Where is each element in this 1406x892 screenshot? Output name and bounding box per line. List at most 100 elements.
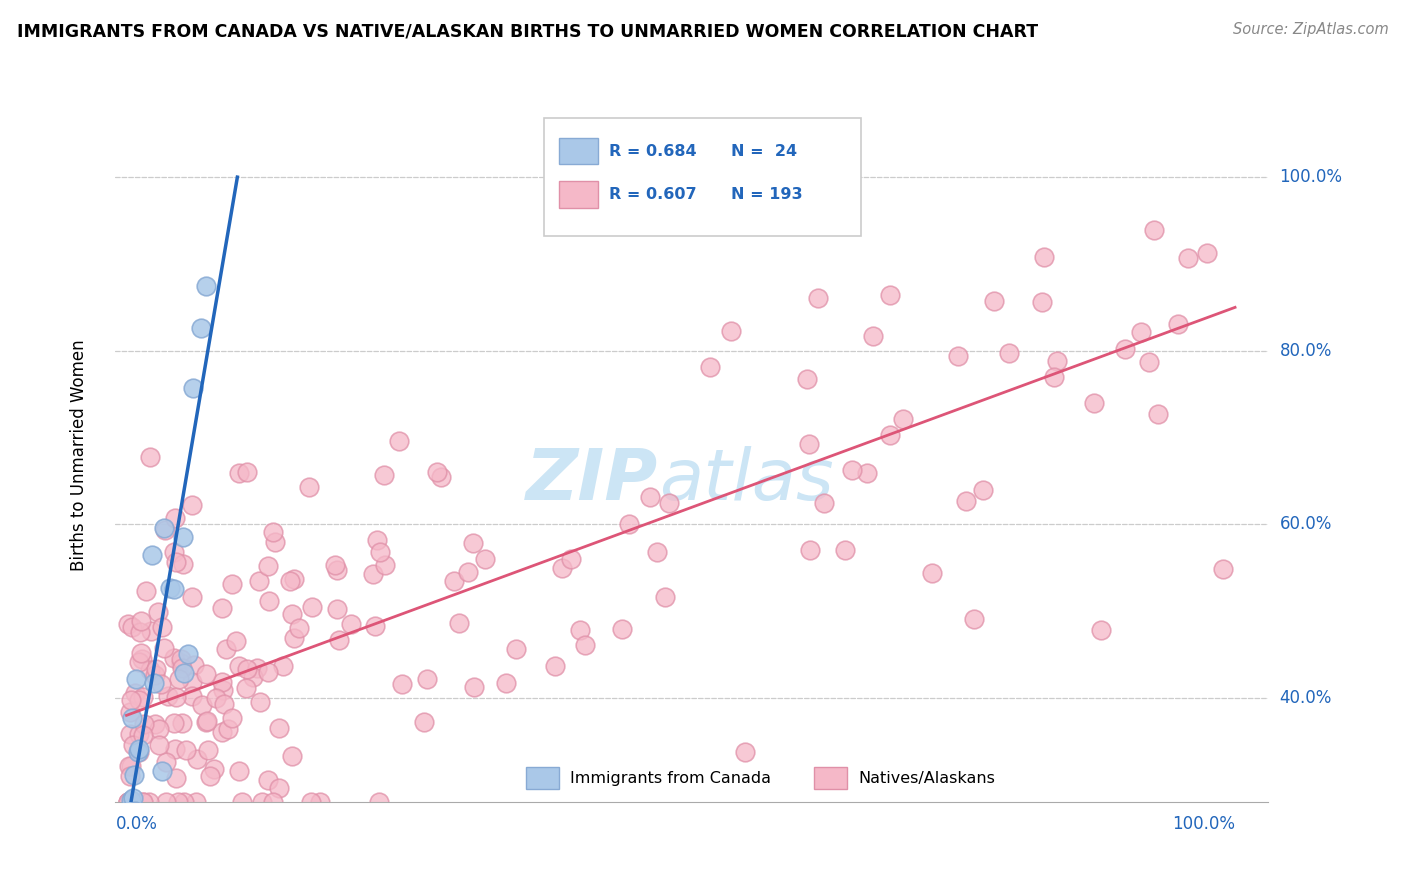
Point [131, 651, 153, 665]
Point [461, 536, 484, 550]
Point [135, 584, 157, 599]
Point [165, 555, 187, 569]
Point [181, 381, 204, 395]
Point [172, 558, 194, 572]
Point [734, 746, 756, 760]
Point [170, 656, 193, 670]
Point [128, 624, 150, 639]
Point [117, 795, 139, 809]
Point [181, 690, 204, 704]
Text: Natives/Alaskans: Natives/Alaskans [858, 771, 995, 786]
Point [186, 751, 208, 765]
Point [170, 652, 193, 666]
Point [720, 324, 742, 338]
Point [128, 727, 150, 741]
Point [879, 287, 901, 301]
Point [799, 436, 821, 450]
Point [463, 680, 485, 694]
Point [257, 558, 280, 573]
Point [283, 572, 305, 586]
Point [325, 558, 347, 573]
Point [202, 763, 225, 777]
Text: 40.0%: 40.0% [1279, 689, 1331, 707]
Text: R = 0.684: R = 0.684 [609, 144, 696, 159]
Text: atlas: atlas [658, 447, 834, 516]
Text: 80.0%: 80.0% [1279, 342, 1331, 359]
Text: 100.0%: 100.0% [1173, 815, 1234, 833]
Point [1177, 251, 1199, 265]
Point [309, 795, 332, 809]
Point [228, 658, 250, 673]
Point [170, 660, 193, 674]
Point [181, 591, 204, 605]
Point [366, 533, 388, 547]
Text: 0.0%: 0.0% [115, 815, 157, 833]
Point [262, 795, 284, 809]
Point [328, 633, 350, 648]
Point [963, 612, 986, 626]
Point [855, 466, 877, 480]
Point [246, 661, 269, 675]
Point [217, 722, 239, 736]
Point [181, 674, 204, 689]
Text: N =  24: N = 24 [731, 144, 797, 159]
Point [799, 543, 821, 558]
Point [283, 631, 305, 645]
Point [288, 621, 311, 635]
Point [1046, 354, 1069, 368]
Point [148, 738, 170, 752]
Point [139, 624, 162, 638]
Point [141, 548, 163, 562]
Point [190, 321, 212, 335]
Point [247, 574, 270, 588]
Point [129, 615, 152, 629]
Point [325, 602, 347, 616]
Point [1043, 369, 1066, 384]
Point [148, 605, 170, 619]
Point [120, 705, 142, 719]
Point [505, 642, 527, 657]
Point [658, 495, 681, 509]
Point [118, 769, 141, 783]
Point [412, 714, 434, 729]
Text: 60.0%: 60.0% [1279, 516, 1331, 533]
Point [654, 590, 676, 604]
Point [195, 715, 218, 730]
Point [551, 561, 574, 575]
Point [612, 622, 634, 636]
Point [339, 616, 361, 631]
Point [1139, 355, 1161, 369]
Point [132, 795, 155, 809]
Point [195, 278, 218, 293]
Point [242, 670, 264, 684]
Point [299, 795, 322, 809]
Point [267, 781, 290, 796]
Point [128, 693, 150, 707]
Point [173, 665, 195, 680]
Point [374, 558, 396, 572]
Text: N = 193: N = 193 [731, 187, 803, 202]
Point [163, 511, 186, 525]
Point [173, 795, 195, 809]
Point [183, 658, 205, 673]
Point [194, 666, 217, 681]
Point [1114, 342, 1136, 356]
Point [150, 620, 173, 634]
Point [150, 677, 173, 691]
Point [256, 665, 278, 679]
Point [862, 329, 884, 343]
Point [165, 690, 187, 704]
Point [373, 468, 395, 483]
Point [388, 434, 411, 448]
Point [262, 525, 284, 540]
Point [1146, 408, 1168, 422]
Text: Births to Unmarried Women: Births to Unmarried Women [70, 339, 87, 571]
Point [236, 662, 259, 676]
Point [122, 790, 145, 805]
Point [120, 759, 142, 773]
Point [391, 677, 413, 691]
Point [946, 350, 969, 364]
FancyBboxPatch shape [814, 767, 846, 789]
Point [153, 641, 176, 656]
Point [165, 742, 187, 756]
